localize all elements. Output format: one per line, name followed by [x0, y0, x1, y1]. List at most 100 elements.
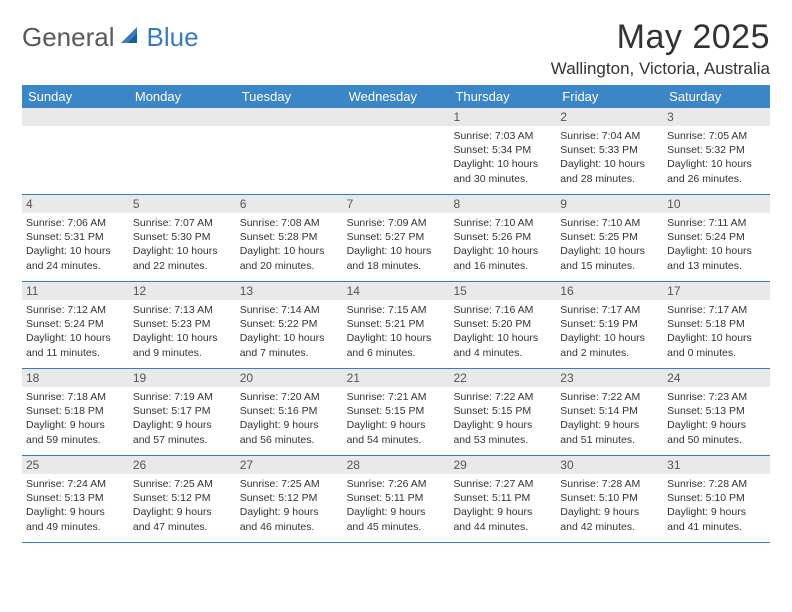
day-body — [129, 126, 236, 133]
day-cell: 28Sunrise: 7:26 AMSunset: 5:11 PMDayligh… — [343, 456, 450, 542]
day-cell: 11 Sunrise: 7:12 AMSunset: 5:24 PMDayligh… — [22, 282, 129, 368]
day-cell: 27Sunrise: 7:25 AMSunset: 5:12 PMDayligh… — [236, 456, 343, 542]
day-cell: 17Sunrise: 7:17 AMSunset: 5:18 PMDayligh… — [663, 282, 770, 368]
day-number: 29 — [449, 456, 556, 474]
day-number: 5 — [129, 195, 236, 213]
day-number: 10 — [663, 195, 770, 213]
day-number: 8 — [449, 195, 556, 213]
daylight-text: Daylight: 10 hours and 6 minutes. — [347, 331, 446, 359]
day-cell — [236, 108, 343, 194]
daylight-text: Daylight: 10 hours and 13 minutes. — [667, 244, 766, 272]
day-cell: 31Sunrise: 7:28 AMSunset: 5:10 PMDayligh… — [663, 456, 770, 542]
sunrise-text: Sunrise: 7:17 AM — [560, 303, 659, 317]
day-cell: 10Sunrise: 7:11 AMSunset: 5:24 PMDayligh… — [663, 195, 770, 281]
day-body: Sunrise: 7:26 AMSunset: 5:11 PMDaylight:… — [343, 474, 450, 538]
week-row: 1Sunrise: 7:03 AMSunset: 5:34 PMDaylight… — [22, 108, 770, 195]
day-cell: 29Sunrise: 7:27 AMSunset: 5:11 PMDayligh… — [449, 456, 556, 542]
sunrise-text: Sunrise: 7:23 AM — [667, 390, 766, 404]
day-body: Sunrise: 7:08 AMSunset: 5:28 PMDaylight:… — [236, 213, 343, 277]
sunset-text: Sunset: 5:15 PM — [347, 404, 446, 418]
sunset-text: Sunset: 5:14 PM — [560, 404, 659, 418]
sunrise-text: Sunrise: 7:25 AM — [133, 477, 232, 491]
day-cell: 26 Sunrise: 7:25 AMSunset: 5:12 PMDayligh… — [129, 456, 236, 542]
day-number: 24 — [663, 369, 770, 387]
day-body: Sunrise: 7:09 AMSunset: 5:27 PMDaylight:… — [343, 213, 450, 277]
daylight-text: Daylight: 9 hours and 49 minutes. — [26, 505, 125, 533]
sunrise-text: Sunrise: 7:21 AM — [347, 390, 446, 404]
dow-monday: Monday — [129, 85, 236, 108]
daylight-text: Daylight: 9 hours and 47 minutes. — [133, 505, 232, 533]
sunset-text: Sunset: 5:10 PM — [560, 491, 659, 505]
day-body: Sunrise: 7:15 AMSunset: 5:21 PMDaylight:… — [343, 300, 450, 364]
dow-thursday: Thursday — [449, 85, 556, 108]
sunset-text: Sunset: 5:12 PM — [240, 491, 339, 505]
day-cell: 13Sunrise: 7:14 AMSunset: 5:22 PMDayligh… — [236, 282, 343, 368]
dow-friday: Friday — [556, 85, 663, 108]
day-cell: 3Sunrise: 7:05 AMSunset: 5:32 PMDaylight… — [663, 108, 770, 194]
brand-logo: General Blue — [22, 18, 199, 53]
day-body: Sunrise: 7:04 AMSunset: 5:33 PMDaylight:… — [556, 126, 663, 190]
day-number: 6 — [236, 195, 343, 213]
day-body: Sunrise: 7:28 AMSunset: 5:10 PMDaylight:… — [663, 474, 770, 538]
sunrise-text: Sunrise: 7:06 AM — [26, 216, 125, 230]
daylight-text: Daylight: 9 hours and 53 minutes. — [453, 418, 552, 446]
sunset-text: Sunset: 5:10 PM — [667, 491, 766, 505]
day-body — [343, 126, 450, 133]
daylight-text: Daylight: 10 hours and 15 minutes. — [560, 244, 659, 272]
day-number — [343, 108, 450, 126]
brand-general: General — [22, 22, 115, 53]
day-cell — [129, 108, 236, 194]
dow-sunday: Sunday — [22, 85, 129, 108]
daylight-text: Daylight: 10 hours and 7 minutes. — [240, 331, 339, 359]
day-body: Sunrise: 7:10 AMSunset: 5:25 PMDaylight:… — [556, 213, 663, 277]
sunset-text: Sunset: 5:34 PM — [453, 143, 552, 157]
daylight-text: Daylight: 10 hours and 24 minutes. — [26, 244, 125, 272]
day-body: Sunrise: 7:21 AMSunset: 5:15 PMDaylight:… — [343, 387, 450, 451]
day-body: Sunrise: 7:19 AMSunset: 5:17 PMDaylight:… — [129, 387, 236, 451]
day-cell: 18Sunrise: 7:18 AMSunset: 5:18 PMDayligh… — [22, 369, 129, 455]
daylight-text: Daylight: 9 hours and 57 minutes. — [133, 418, 232, 446]
sunrise-text: Sunrise: 7:13 AM — [133, 303, 232, 317]
day-cell: 15Sunrise: 7:16 AMSunset: 5:20 PMDayligh… — [449, 282, 556, 368]
day-body: Sunrise: 7:22 AMSunset: 5:14 PMDaylight:… — [556, 387, 663, 451]
day-body: Sunrise: 7:23 AMSunset: 5:13 PMDaylight:… — [663, 387, 770, 451]
daylight-text: Daylight: 10 hours and 11 minutes. — [26, 331, 125, 359]
sunset-text: Sunset: 5:24 PM — [26, 317, 125, 331]
sunset-text: Sunset: 5:33 PM — [560, 143, 659, 157]
day-number: 13 — [236, 282, 343, 300]
sunset-text: Sunset: 5:11 PM — [453, 491, 552, 505]
sunrise-text: Sunrise: 7:05 AM — [667, 129, 766, 143]
sunset-text: Sunset: 5:11 PM — [347, 491, 446, 505]
daylight-text: Daylight: 10 hours and 4 minutes. — [453, 331, 552, 359]
sunset-text: Sunset: 5:18 PM — [26, 404, 125, 418]
daylight-text: Daylight: 9 hours and 50 minutes. — [667, 418, 766, 446]
day-cell: 9Sunrise: 7:10 AMSunset: 5:25 PMDaylight… — [556, 195, 663, 281]
days-of-week-row: Sunday Monday Tuesday Wednesday Thursday… — [22, 85, 770, 108]
day-body: Sunrise: 7:18 AMSunset: 5:18 PMDaylight:… — [22, 387, 129, 451]
sunrise-text: Sunrise: 7:16 AM — [453, 303, 552, 317]
day-number: 26 — [129, 456, 236, 474]
sunrise-text: Sunrise: 7:10 AM — [560, 216, 659, 230]
sunrise-text: Sunrise: 7:07 AM — [133, 216, 232, 230]
sunset-text: Sunset: 5:30 PM — [133, 230, 232, 244]
brand-sail-icon — [119, 25, 145, 50]
brand-blue: Blue — [147, 22, 199, 53]
day-number: 21 — [343, 369, 450, 387]
day-number: 3 — [663, 108, 770, 126]
day-number: 4 — [22, 195, 129, 213]
day-number: 11 — [22, 282, 129, 300]
day-body: Sunrise: 7:10 AMSunset: 5:26 PMDaylight:… — [449, 213, 556, 277]
sunset-text: Sunset: 5:32 PM — [667, 143, 766, 157]
day-number: 7 — [343, 195, 450, 213]
daylight-text: Daylight: 9 hours and 44 minutes. — [453, 505, 552, 533]
daylight-text: Daylight: 9 hours and 54 minutes. — [347, 418, 446, 446]
sunrise-text: Sunrise: 7:18 AM — [26, 390, 125, 404]
daylight-text: Daylight: 9 hours and 46 minutes. — [240, 505, 339, 533]
sunset-text: Sunset: 5:12 PM — [133, 491, 232, 505]
daylight-text: Daylight: 10 hours and 22 minutes. — [133, 244, 232, 272]
daylight-text: Daylight: 10 hours and 2 minutes. — [560, 331, 659, 359]
day-number — [22, 108, 129, 126]
day-cell: 19Sunrise: 7:19 AMSunset: 5:17 PMDayligh… — [129, 369, 236, 455]
sunset-text: Sunset: 5:24 PM — [667, 230, 766, 244]
sunrise-text: Sunrise: 7:12 AM — [26, 303, 125, 317]
